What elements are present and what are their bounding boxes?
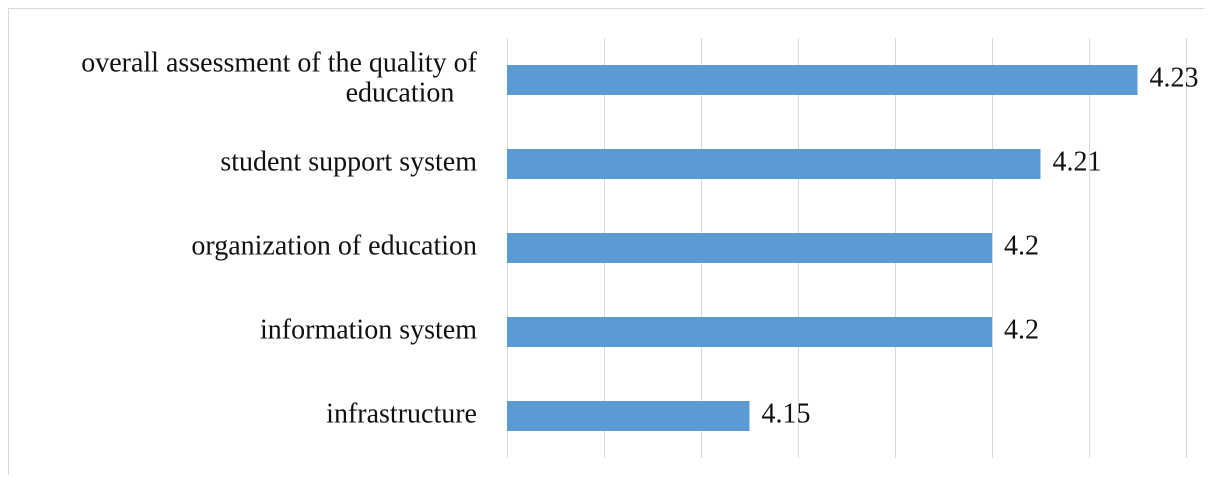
data-label: 4.2 xyxy=(1004,230,1039,261)
bar xyxy=(507,233,992,263)
data-label: 4.2 xyxy=(1004,314,1039,345)
data-labels: 4.23 4.21 4.2 4.2 4.15 xyxy=(762,62,1199,429)
bars xyxy=(507,65,1138,431)
category-labels: overall assessment of the quality of educ… xyxy=(81,47,477,429)
data-label: 4.23 xyxy=(1150,62,1199,93)
bar xyxy=(507,149,1041,179)
bar xyxy=(507,65,1138,95)
bar xyxy=(507,401,750,431)
category-label: infrastructure xyxy=(326,398,477,429)
data-label: 4.15 xyxy=(762,398,811,429)
data-label: 4.21 xyxy=(1053,146,1102,177)
bar xyxy=(507,317,992,347)
category-label: information system xyxy=(260,314,477,345)
category-label: organization of education xyxy=(191,230,477,261)
category-label: overall assessment of the quality of educ… xyxy=(81,47,477,108)
chart-frame xyxy=(8,8,1204,475)
category-label: student support system xyxy=(220,146,477,177)
